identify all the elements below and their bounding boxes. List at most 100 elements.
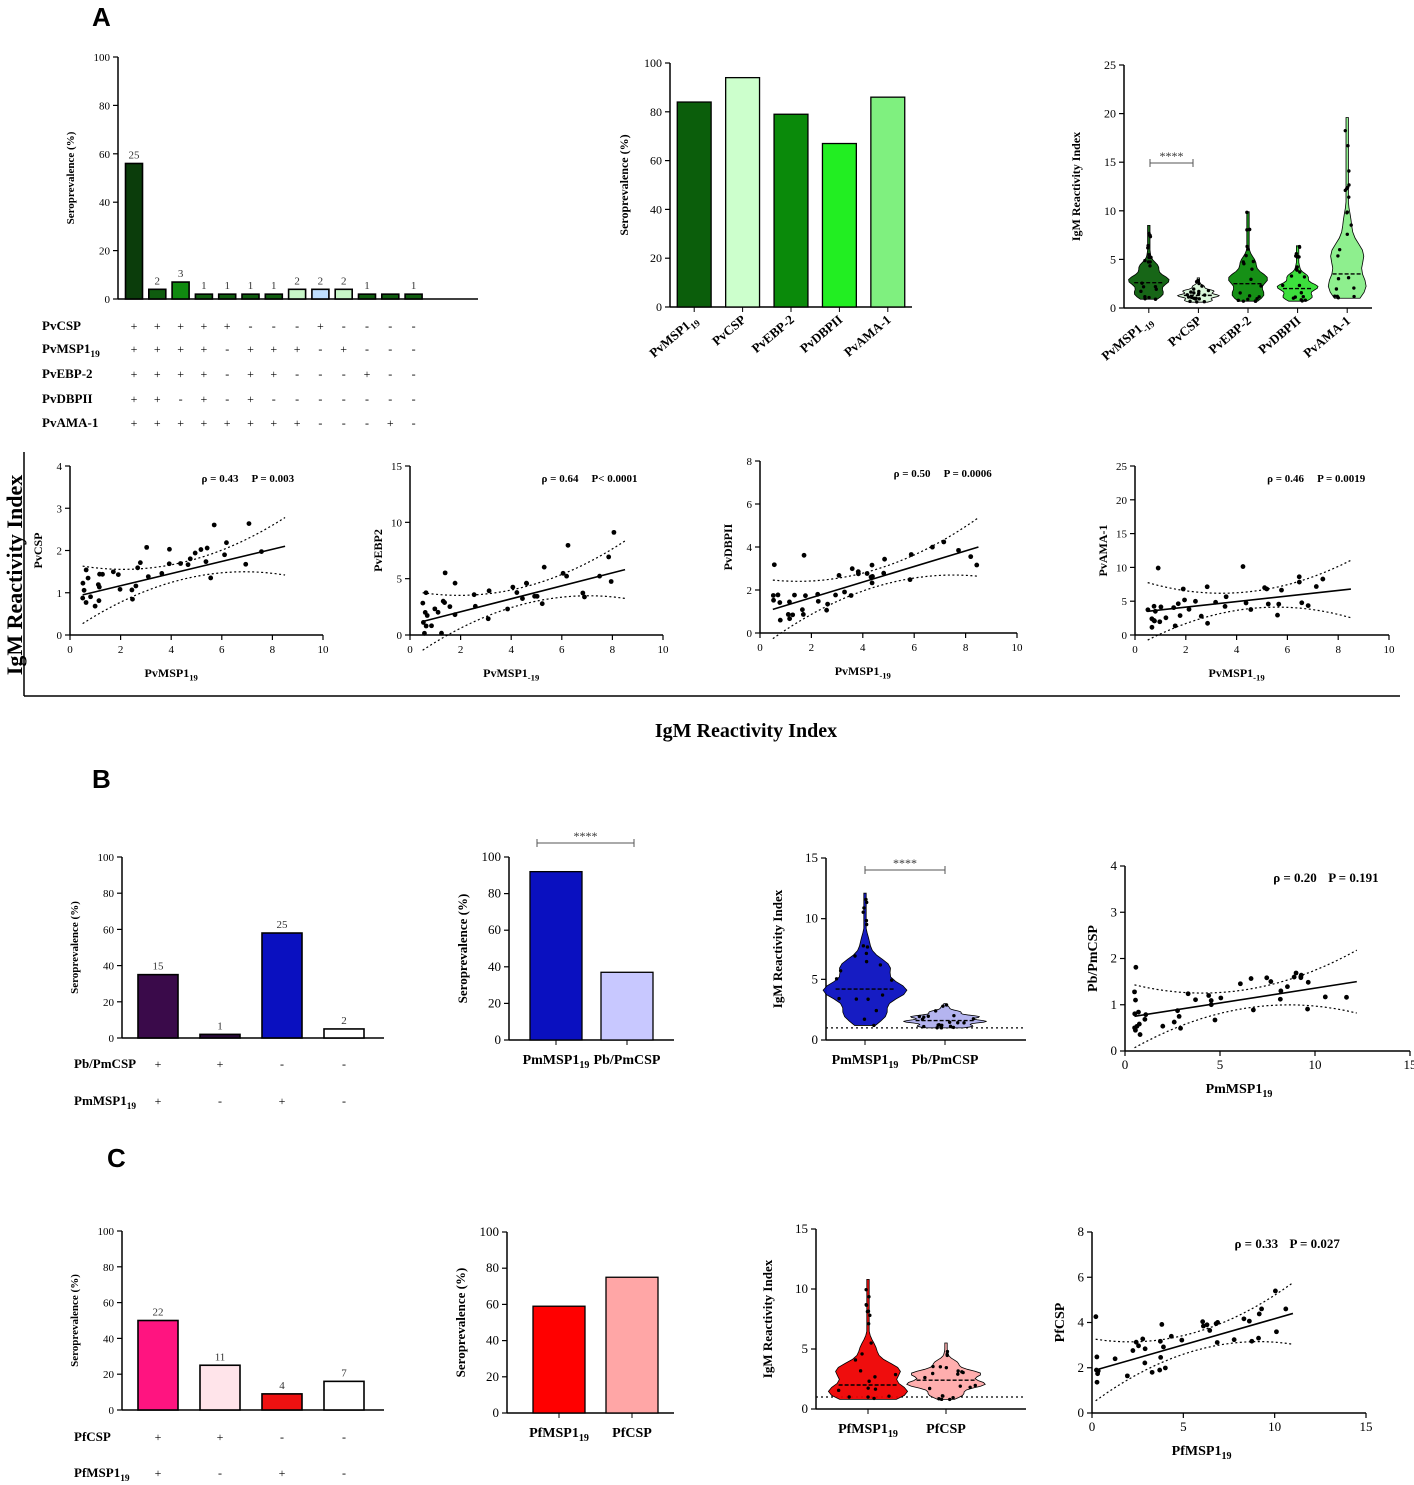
A5-data-point [423, 590, 429, 596]
A7-data-point [1158, 604, 1164, 610]
A1-combo-sign: + [154, 416, 161, 430]
A7-data-point [1276, 601, 1282, 607]
A4-x-tick-label: 0 [67, 644, 73, 656]
A6-data-point [770, 593, 776, 598]
A1-bar [311, 288, 330, 300]
B4-data-point [1193, 997, 1198, 1003]
C3-data-point [958, 1384, 962, 1388]
A1-combo-sign: + [131, 367, 138, 381]
A3-data-point [1346, 144, 1350, 148]
B4-p-value: P = 0.191 [1328, 870, 1378, 885]
B2-bar [600, 971, 654, 1041]
A5-data-point [432, 606, 438, 612]
B1-y-tick-label: 80 [103, 888, 115, 900]
A3-data-point [1336, 254, 1340, 258]
A1-combo-sign: + [294, 342, 301, 356]
A1-y-tick-label: 80 [99, 100, 111, 112]
A4-data-point [145, 574, 151, 579]
A7-ci-lower [1147, 606, 1352, 641]
B4-regression-line [1134, 980, 1357, 1018]
B1-bar [261, 932, 303, 1039]
A3-data-point [1153, 284, 1158, 289]
A4-data-point [243, 561, 249, 567]
B4-y-tick-label: 2 [1111, 951, 1118, 966]
B4-data-point [1278, 988, 1284, 994]
B4-ci-upper [1134, 949, 1358, 994]
A5-data-point [485, 616, 491, 622]
C3-data-point [956, 1372, 960, 1376]
A6-data-point [787, 616, 793, 622]
C4-data-point [1094, 1379, 1100, 1385]
A4-data-point [178, 561, 183, 566]
A1-combo-sign: - [225, 367, 229, 381]
row2-xlabel: IgM Reactivity Index [655, 720, 837, 742]
A4-x-label-main: PvMSP1 [145, 666, 190, 680]
A4-data-point [135, 565, 141, 571]
A7-data-point [1305, 603, 1311, 609]
A3-data-point [1294, 251, 1299, 256]
A1-combo-sign: - [365, 392, 369, 406]
C3-category-label-main: PfMSP1 [838, 1422, 888, 1437]
A1-combo-sign: - [249, 319, 253, 333]
A2-bar [821, 142, 857, 308]
C4-data-point [1162, 1365, 1168, 1371]
A3-data-point [1296, 254, 1300, 259]
A1-bar [357, 293, 377, 300]
A3-y-tick-label: 10 [1104, 204, 1116, 218]
C1-y-tick-label: 40 [103, 1333, 115, 1345]
B2-y-tick-label: 20 [488, 995, 501, 1010]
B4-data-point [1176, 1013, 1182, 1019]
A7-data-point [1265, 601, 1271, 607]
C3-data-point [956, 1369, 960, 1373]
B4-data-point [1285, 984, 1290, 990]
C3-data-point [948, 1397, 952, 1402]
A7-data-point [1279, 587, 1284, 593]
A3-data-point [1147, 231, 1151, 236]
A4-data-point [129, 587, 135, 593]
A1-bar-label: 1 [411, 280, 417, 292]
A3-data-point [1146, 243, 1150, 248]
A5-data-point [565, 542, 571, 548]
C4-y-tick-label: 4 [1078, 1315, 1085, 1330]
A1-combo-sign: - [388, 319, 392, 333]
C2-bar [605, 1276, 659, 1414]
B1-bar-label: 2 [341, 1015, 347, 1027]
A1-combo-sign: - [272, 392, 276, 406]
A7-y-label: PvAMA-1 [1096, 525, 1110, 577]
B3-data-point [940, 1023, 944, 1028]
C4-x-tick-label: 15 [1360, 1419, 1373, 1434]
C1-bar-label: 7 [341, 1367, 347, 1379]
C3-data-point [868, 1313, 872, 1318]
A1-combo-row-label: PvCSP [42, 318, 81, 333]
B1-bar-label: 25 [277, 919, 289, 931]
C1-combo-sign: + [217, 1430, 224, 1444]
A1-combo-sign: - [388, 342, 392, 356]
B3-data-point [944, 1003, 949, 1007]
A7-ci-upper [1147, 559, 1352, 594]
B3-data-point [951, 1025, 956, 1030]
C3-data-point [939, 1397, 944, 1402]
A7-data-point [1240, 564, 1246, 569]
B4-data-point [1133, 997, 1138, 1003]
A2-category-label-main: PvCSP [709, 312, 749, 349]
C3-data-point [937, 1397, 941, 1401]
C3-data-point [836, 1388, 841, 1393]
A7-y-tick-label: 15 [1116, 529, 1128, 541]
A3-data-point [1249, 277, 1253, 282]
B2-category-label: Pb/PmCSP [594, 1053, 661, 1068]
B1-combo-sign: - [218, 1094, 222, 1108]
C3-data-point [973, 1383, 977, 1388]
A4-data-point [137, 560, 143, 566]
A1-y-tick-label: 100 [94, 52, 111, 64]
A1-combo-sign: + [317, 319, 324, 333]
A1-combo-row-label: PvDBPII [42, 391, 93, 406]
A3-data-point [1347, 195, 1351, 199]
B4-data-point [1132, 989, 1137, 995]
A4-data-point [208, 575, 214, 581]
B3-y-tick-label: 0 [812, 1032, 819, 1047]
A2-category-label-main: PvMSP1 [646, 318, 693, 361]
B1-combo-sign: + [155, 1094, 162, 1108]
A1-combo-sign: - [412, 342, 416, 356]
C3-data-point [869, 1341, 873, 1345]
B1-bar-label: 15 [153, 961, 165, 973]
